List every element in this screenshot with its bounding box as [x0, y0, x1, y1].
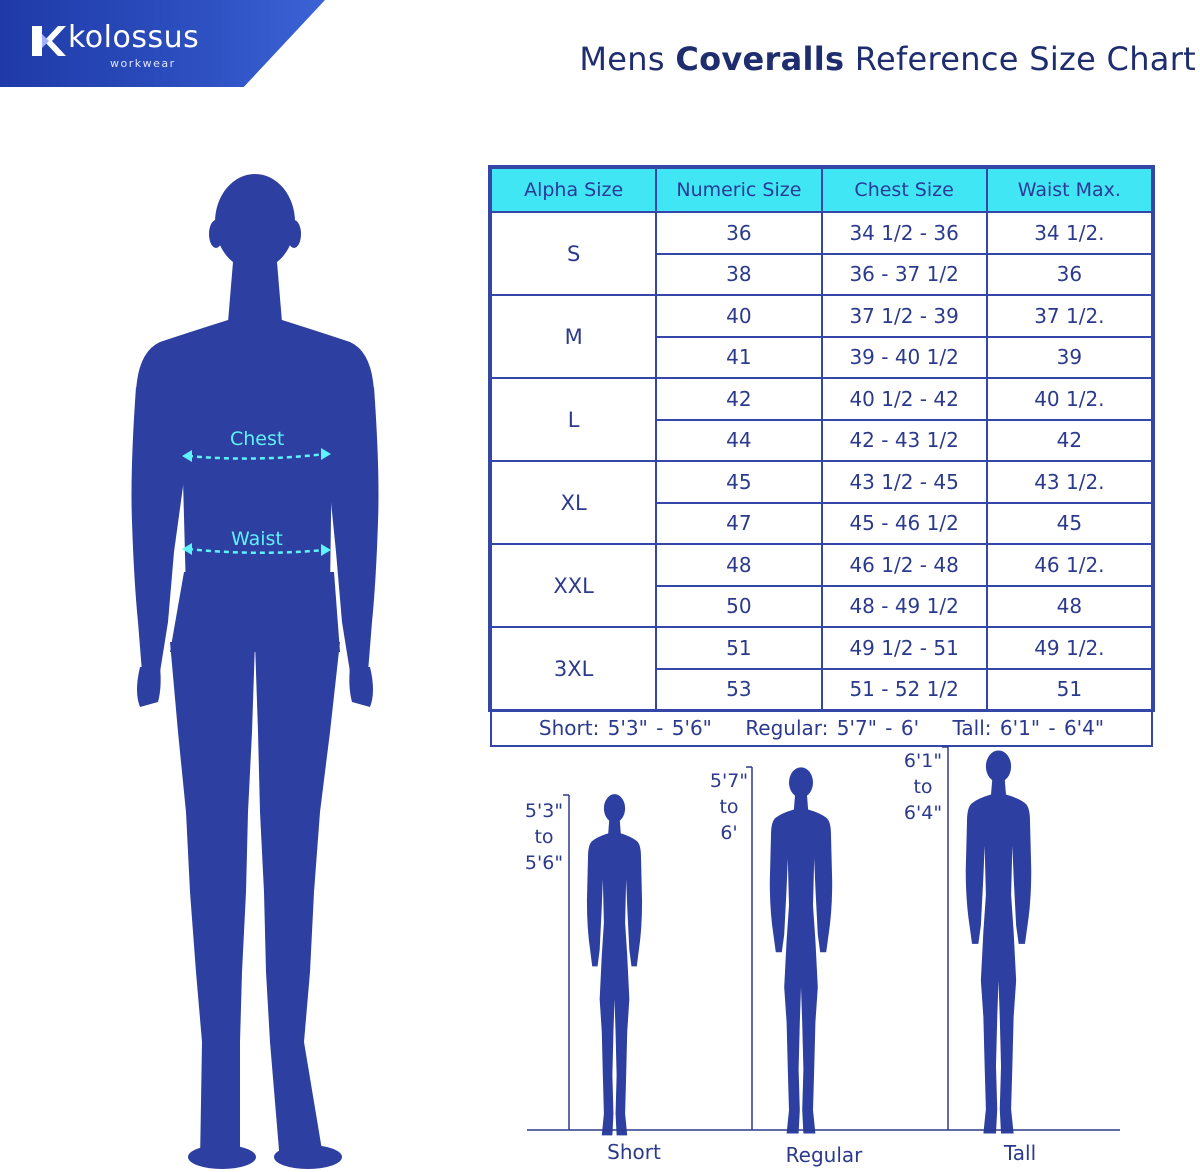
chest-size-cell: 42 - 43 1/2	[820, 418, 988, 462]
chest-size-cell: 51 - 52 1/2	[820, 667, 988, 711]
chest-size-cell: 34 1/2 - 36	[820, 211, 988, 255]
page-title: Mens Coveralls Reference Size Chart	[579, 40, 1196, 78]
body-figure-illustration	[131, 174, 379, 1169]
regular-caption: Regular	[785, 1143, 863, 1167]
alpha-size-cell: S	[489, 211, 658, 296]
kolossus-logo-icon	[32, 26, 66, 56]
brand-name: kolossus	[68, 20, 200, 55]
table-row: M 40 37 1/2 - 39 37 1/2.	[489, 294, 1154, 379]
chest-size-cell: 37 1/2 - 39	[820, 294, 988, 338]
short-height-from: 5'3"	[524, 800, 564, 822]
tall-height-to: to	[913, 776, 933, 798]
numeric-size-cell: 53	[655, 667, 823, 711]
short-caption: Short	[607, 1140, 661, 1164]
waist-max-cell: 39	[985, 335, 1154, 379]
alpha-size-cell: XXL	[489, 543, 658, 628]
short-figure	[586, 794, 643, 1136]
header-alpha-size: Alpha Size	[489, 167, 658, 213]
waist-max-cell: 43 1/2.	[985, 460, 1154, 504]
regular-height-to: to	[719, 796, 739, 818]
table-row: 44 42 - 43 1/2 42	[491, 418, 1154, 462]
alpha-size-cell: M	[489, 294, 658, 379]
numeric-size-cell: 41	[655, 335, 823, 379]
table-row: L 42 40 1/2 - 42 40 1/2.	[489, 377, 1154, 462]
waist-measure-label: Waist	[231, 528, 283, 550]
table-header-row: Alpha Size Numeric Size Chest Size Waist…	[489, 167, 1154, 213]
numeric-size-cell: 36	[655, 211, 823, 255]
size-chart-table: Alpha Size Numeric Size Chest Size Waist…	[488, 165, 1155, 747]
chest-size-cell: 43 1/2 - 45	[820, 460, 988, 504]
table-row: 38 36 - 37 1/2 36	[491, 252, 1154, 296]
waist-max-cell: 45	[985, 501, 1154, 545]
waist-max-cell: 49 1/2.	[985, 626, 1154, 670]
tall-caption: Tall	[1003, 1141, 1037, 1165]
waist-max-cell: 48	[985, 584, 1154, 628]
tall-height-max: 6'4"	[903, 802, 943, 824]
tall-height-from: 6'1"	[903, 750, 943, 772]
alpha-size-cell: L	[489, 377, 658, 462]
chest-measure-label: Chest	[230, 428, 285, 450]
alpha-size-cell: 3XL	[489, 626, 658, 711]
height-note-row: Short: 5'3" - 5'6" Regular: 5'7" - 6' Ta…	[490, 709, 1153, 747]
tall-height-label: 6'1" to 6'4"	[898, 748, 948, 826]
chest-size-cell: 39 - 40 1/2	[820, 335, 988, 379]
chest-size-cell: 40 1/2 - 42	[820, 377, 988, 421]
table-row: 3XL 51 49 1/2 - 51 49 1/2.	[489, 626, 1154, 711]
regular-height-max: 6'	[720, 822, 738, 844]
title-suffix: Reference Size Chart	[854, 40, 1196, 78]
regular-figure	[769, 767, 833, 1134]
numeric-size-cell: 40	[655, 294, 823, 338]
waist-max-cell: 46 1/2.	[985, 543, 1154, 587]
chest-size-cell: 36 - 37 1/2	[820, 252, 988, 296]
regular-height-from: 5'7"	[709, 770, 749, 792]
waist-max-cell: 36	[985, 252, 1154, 296]
short-height-to: to	[534, 826, 554, 848]
numeric-size-cell: 51	[655, 626, 823, 670]
table-row: S 36 34 1/2 - 36 34 1/2.	[489, 211, 1154, 296]
table-row: 53 51 - 52 1/2 51	[491, 667, 1154, 711]
height-ranges-note: Short: 5'3" - 5'6" Regular: 5'7" - 6' Ta…	[490, 709, 1153, 747]
waist-max-cell: 37 1/2.	[985, 294, 1154, 338]
table-row: 50 48 - 49 1/2 48	[491, 584, 1154, 628]
chest-size-cell: 46 1/2 - 48	[820, 543, 988, 587]
brand-tagline: workwear	[110, 57, 176, 70]
numeric-size-cell: 42	[655, 377, 823, 421]
tall-figure	[965, 750, 1032, 1134]
numeric-size-cell: 44	[655, 418, 823, 462]
title-prefix: Mens	[579, 40, 665, 78]
table-row: XL 45 43 1/2 - 45 43 1/2.	[489, 460, 1154, 545]
regular-height-label: 5'7" to 6'	[704, 768, 754, 846]
table-row: 41 39 - 40 1/2 39	[491, 335, 1154, 379]
chest-size-cell: 45 - 46 1/2	[820, 501, 988, 545]
table-row: 47 45 - 46 1/2 45	[491, 501, 1154, 545]
alpha-size-cell: XL	[489, 460, 658, 545]
waist-max-cell: 34 1/2.	[985, 211, 1154, 255]
title-emphasis: Coveralls	[675, 40, 845, 78]
numeric-size-cell: 48	[655, 543, 823, 587]
short-height-max: 5'6"	[524, 852, 564, 874]
chest-size-cell: 49 1/2 - 51	[820, 626, 988, 670]
table-row: XXL 48 46 1/2 - 48 46 1/2.	[489, 543, 1154, 628]
chest-size-cell: 48 - 49 1/2	[820, 584, 988, 628]
numeric-size-cell: 47	[655, 501, 823, 545]
waist-max-cell: 40 1/2.	[985, 377, 1154, 421]
numeric-size-cell: 45	[655, 460, 823, 504]
short-height-label: 5'3" to 5'6"	[519, 798, 569, 876]
waist-max-cell: 51	[985, 667, 1154, 711]
numeric-size-cell: 38	[655, 252, 823, 296]
header-chest-size: Chest Size	[820, 167, 988, 213]
header-waist-max: Waist Max.	[985, 167, 1154, 213]
waist-max-cell: 42	[985, 418, 1154, 462]
header-numeric-size: Numeric Size	[655, 167, 823, 213]
numeric-size-cell: 50	[655, 584, 823, 628]
